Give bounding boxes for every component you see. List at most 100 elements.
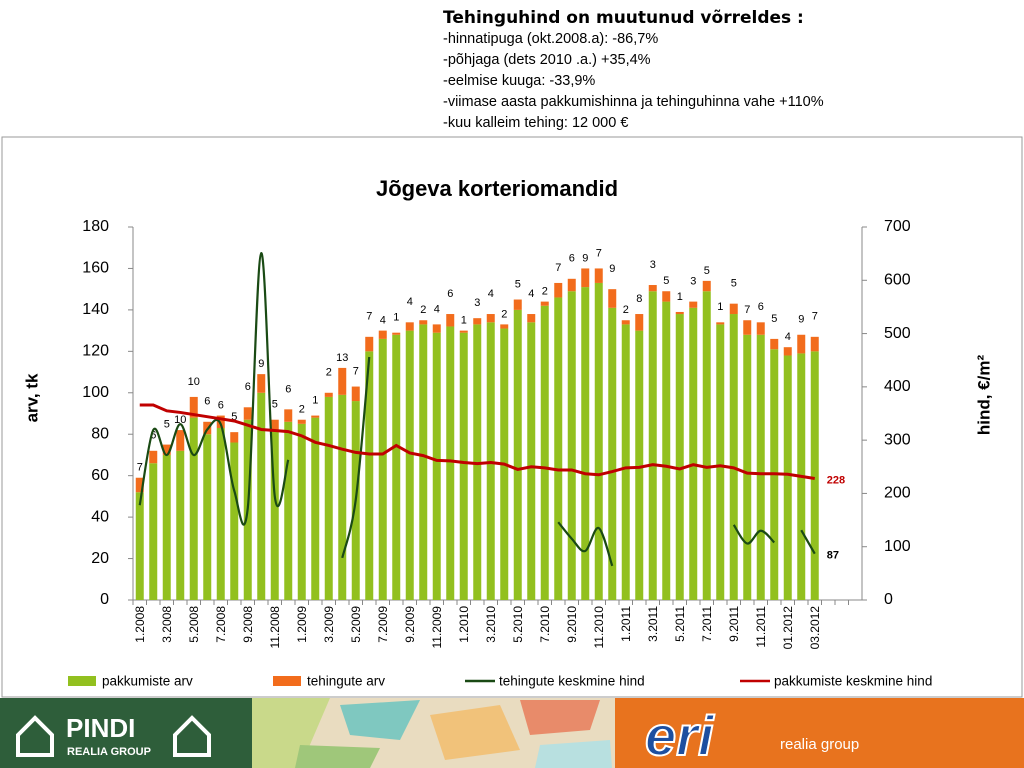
data-label: 6 bbox=[569, 253, 575, 265]
x-tick-label: 3.2011 bbox=[646, 606, 660, 642]
y-axis-label: arv, tk bbox=[22, 373, 41, 422]
bar-segment bbox=[297, 419, 306, 424]
bar-segment bbox=[446, 326, 455, 600]
bar-segment bbox=[716, 324, 725, 600]
x-tick-label: 9.2011 bbox=[727, 606, 741, 642]
bar-segment bbox=[392, 332, 401, 335]
data-label: 9 bbox=[798, 314, 804, 326]
bar-segment bbox=[432, 332, 441, 600]
legend-label: pakkumiste arv bbox=[102, 674, 193, 689]
data-label: 6 bbox=[245, 381, 251, 393]
bar-segment bbox=[648, 291, 657, 600]
bar-segment bbox=[608, 289, 617, 308]
bar-segment bbox=[702, 291, 711, 600]
bar-segment bbox=[716, 322, 725, 325]
y2-tick-label: 100 bbox=[884, 538, 911, 555]
bar-segment bbox=[405, 322, 414, 331]
data-label: 6 bbox=[150, 430, 156, 442]
bar-segment bbox=[432, 324, 441, 333]
bar-segment bbox=[162, 454, 171, 600]
legend-label: tehingute keskmine hind bbox=[499, 674, 645, 689]
data-label: 5 bbox=[663, 275, 669, 287]
bar-segment bbox=[581, 268, 590, 288]
data-label: 3 bbox=[690, 276, 696, 288]
bar-segment bbox=[257, 374, 266, 393]
data-label: 5 bbox=[515, 278, 521, 290]
bar-segment bbox=[135, 477, 144, 493]
bar-segment bbox=[419, 324, 428, 600]
x-tick-label: 3.2008 bbox=[160, 606, 174, 643]
end-label: 87 bbox=[827, 550, 839, 562]
bar-segment bbox=[486, 314, 495, 323]
data-label: 1 bbox=[677, 291, 683, 303]
x-tick-label: 1.2009 bbox=[295, 606, 309, 643]
bar-segment bbox=[689, 301, 698, 308]
bar-segment bbox=[810, 336, 819, 352]
bar-segment bbox=[297, 423, 306, 600]
data-label: 5 bbox=[731, 278, 737, 290]
data-label: 2 bbox=[326, 367, 332, 379]
bar-segment bbox=[243, 407, 252, 420]
house-icon bbox=[173, 715, 211, 757]
bar-segment bbox=[378, 330, 387, 339]
y2-tick-label: 300 bbox=[884, 431, 911, 448]
bar-segment bbox=[176, 450, 185, 600]
y2-tick-label: 0 bbox=[884, 591, 893, 608]
bar-segment bbox=[338, 394, 347, 600]
data-label: 9 bbox=[258, 358, 264, 370]
y-tick-label: 160 bbox=[82, 260, 109, 277]
x-tick-label: 7.2010 bbox=[538, 606, 552, 643]
x-tick-label: 5.2011 bbox=[673, 606, 687, 642]
data-label: 8 bbox=[636, 293, 642, 305]
y-tick-label: 80 bbox=[91, 425, 109, 442]
y-tick-label: 140 bbox=[82, 301, 109, 318]
bar-segment bbox=[554, 297, 563, 600]
bar-segment bbox=[230, 432, 239, 443]
header: Tehinguhind on muutunud võrreldes : -hin… bbox=[443, 8, 824, 134]
bar-segment bbox=[338, 367, 347, 395]
bar-segment bbox=[567, 278, 576, 292]
bar-segment bbox=[459, 332, 468, 600]
chart-frame bbox=[1, 136, 1023, 698]
header-line: -põhjaga (dets 2010 .a.) +35,4% bbox=[443, 52, 651, 68]
x-tick-label: 11.2009 bbox=[430, 606, 444, 649]
data-label: 4 bbox=[528, 288, 534, 300]
bar-segment bbox=[783, 347, 792, 356]
bar-segment bbox=[459, 330, 468, 333]
bar-segment bbox=[392, 334, 401, 600]
x-tick-label: 5.2009 bbox=[349, 606, 363, 643]
map-shape bbox=[535, 740, 612, 768]
x-tick-label: 5.2010 bbox=[511, 606, 525, 643]
data-label: 6 bbox=[447, 288, 453, 300]
data-label: 10 bbox=[174, 414, 186, 426]
bar-segment bbox=[554, 282, 563, 298]
header-line: -viimase aasta pakkumishinna ja tehinguh… bbox=[443, 94, 824, 110]
x-tick-label: 9.2008 bbox=[241, 606, 255, 643]
bar-segment bbox=[284, 421, 293, 600]
data-label: 2 bbox=[420, 304, 426, 316]
data-label: 2 bbox=[299, 404, 305, 416]
data-label: 1 bbox=[312, 394, 318, 406]
y-tick-label: 0 bbox=[100, 591, 109, 608]
bar-segment bbox=[770, 338, 779, 350]
map-shape bbox=[430, 705, 520, 760]
bar-segment bbox=[581, 287, 590, 600]
line-series bbox=[138, 252, 816, 567]
bar-segment bbox=[689, 307, 698, 600]
map-shape bbox=[520, 700, 600, 735]
data-label: 9 bbox=[609, 263, 615, 275]
bar-segment bbox=[270, 430, 279, 600]
bar-segment bbox=[284, 409, 293, 422]
data-label: 5 bbox=[164, 418, 170, 430]
data-label: 7 bbox=[353, 365, 359, 377]
data-label: 6 bbox=[218, 399, 224, 411]
data-label: 7 bbox=[366, 311, 372, 323]
data-label: 3 bbox=[650, 259, 656, 271]
legend-label: pakkumiste keskmine hind bbox=[774, 674, 932, 689]
bar-segment bbox=[365, 351, 374, 600]
x-tick-label: 1.2010 bbox=[457, 606, 471, 643]
data-label: 7 bbox=[555, 262, 561, 274]
x-tick-label: 3.2010 bbox=[484, 606, 498, 643]
y2-tick-label: 600 bbox=[884, 272, 911, 289]
